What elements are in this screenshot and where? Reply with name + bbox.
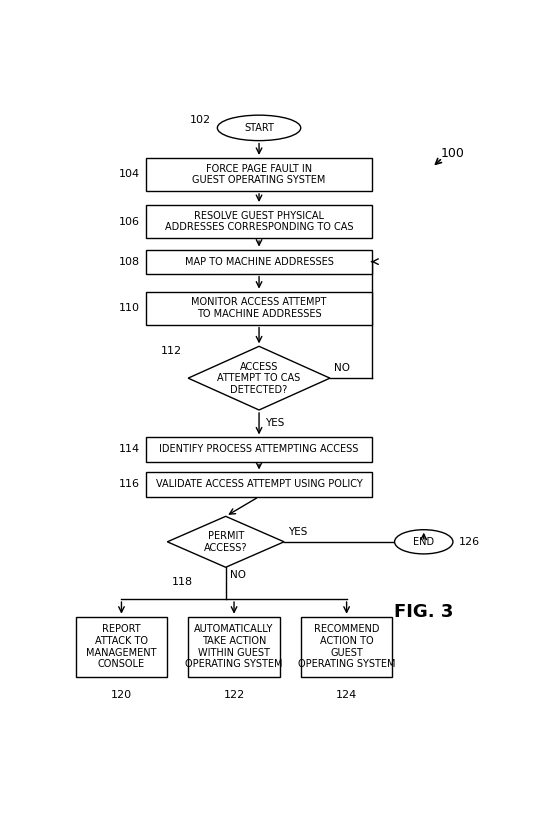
Text: RECOMMEND
ACTION TO
GUEST
OPERATING SYSTEM: RECOMMEND ACTION TO GUEST OPERATING SYST… <box>298 624 395 669</box>
Text: 122: 122 <box>223 690 245 700</box>
Text: 120: 120 <box>111 690 132 700</box>
Bar <box>146 437 372 461</box>
Text: 112: 112 <box>161 347 182 356</box>
Text: 124: 124 <box>336 690 357 700</box>
Text: 102: 102 <box>190 115 211 125</box>
Text: NO: NO <box>334 363 350 373</box>
Text: 104: 104 <box>119 170 140 179</box>
Bar <box>188 617 280 677</box>
Polygon shape <box>167 516 284 567</box>
Polygon shape <box>188 347 330 410</box>
Text: PERMIT
ACCESS?: PERMIT ACCESS? <box>204 531 247 552</box>
Text: VALIDATE ACCESS ATTEMPT USING POLICY: VALIDATE ACCESS ATTEMPT USING POLICY <box>155 480 363 490</box>
Text: YES: YES <box>288 527 308 537</box>
Bar <box>146 158 372 191</box>
Bar <box>301 617 392 677</box>
Text: YES: YES <box>265 418 285 428</box>
Bar <box>75 617 167 677</box>
Text: FORCE PAGE FAULT IN
GUEST OPERATING SYSTEM: FORCE PAGE FAULT IN GUEST OPERATING SYST… <box>193 164 325 185</box>
Text: 106: 106 <box>119 217 140 227</box>
Text: AUTOMATICALLY
TAKE ACTION
WITHIN GUEST
OPERATING SYSTEM: AUTOMATICALLY TAKE ACTION WITHIN GUEST O… <box>185 624 283 669</box>
Text: REPORT
ATTACK TO
MANAGEMENT
CONSOLE: REPORT ATTACK TO MANAGEMENT CONSOLE <box>86 624 157 669</box>
Bar <box>146 292 372 325</box>
Text: RESOLVE GUEST PHYSICAL
ADDRESSES CORRESPONDING TO CAS: RESOLVE GUEST PHYSICAL ADDRESSES CORRESP… <box>165 211 353 232</box>
Text: 126: 126 <box>459 537 480 547</box>
Text: END: END <box>413 537 434 547</box>
Text: 108: 108 <box>119 256 140 266</box>
Text: START: START <box>244 123 274 133</box>
Bar <box>146 250 372 274</box>
Bar <box>146 472 372 496</box>
Text: MAP TO MACHINE ADDRESSES: MAP TO MACHINE ADDRESSES <box>185 256 334 266</box>
Ellipse shape <box>217 115 301 141</box>
Ellipse shape <box>394 530 453 554</box>
Text: IDENTIFY PROCESS ATTEMPTING ACCESS: IDENTIFY PROCESS ATTEMPTING ACCESS <box>159 444 359 455</box>
Text: NO: NO <box>230 571 246 581</box>
Bar <box>146 205 372 238</box>
Text: ACCESS
ATTEMPT TO CAS
DETECTED?: ACCESS ATTEMPT TO CAS DETECTED? <box>217 361 301 394</box>
Text: 118: 118 <box>172 577 193 587</box>
Text: 100: 100 <box>441 147 464 160</box>
Text: 110: 110 <box>119 304 140 313</box>
Text: 116: 116 <box>119 480 140 490</box>
Text: MONITOR ACCESS ATTEMPT
TO MACHINE ADDRESSES: MONITOR ACCESS ATTEMPT TO MACHINE ADDRES… <box>192 298 327 319</box>
Text: FIG. 3: FIG. 3 <box>394 603 454 621</box>
Text: 114: 114 <box>119 444 140 455</box>
